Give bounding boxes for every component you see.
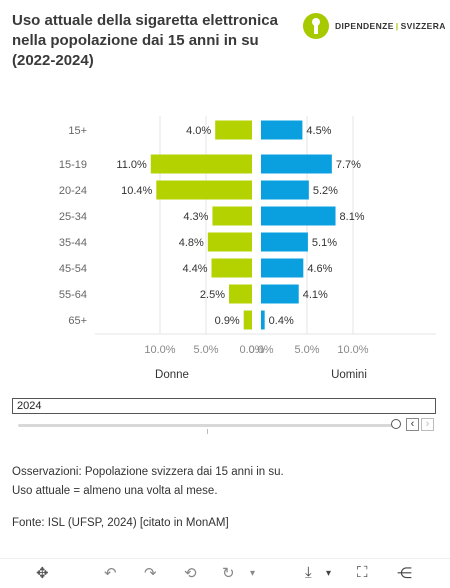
- tick-label-right: 0.0%: [248, 344, 273, 356]
- bar-donne: [243, 310, 252, 330]
- value-label-donne: 4.8%: [179, 237, 204, 249]
- tick-label-left: 10.0%: [144, 344, 175, 356]
- value-label-donne: 11.0%: [116, 159, 147, 171]
- timeline-prev-button[interactable]: ‹: [406, 418, 419, 431]
- bar-uomini: [261, 206, 336, 226]
- title-line-1: Uso attuale della sigaretta elettronica: [12, 12, 278, 29]
- category-label: 65+: [68, 315, 87, 327]
- value-label-uomini: 7.7%: [336, 159, 361, 171]
- note-line-1: Osservazioni: Popolazione svizzera dai 1…: [12, 466, 284, 478]
- bar-uomini: [261, 180, 309, 200]
- dipendenze-svizzera-logo: DIPENDENZE | SVIZZERA: [303, 11, 446, 41]
- value-label-donne: 4.4%: [182, 263, 207, 275]
- timeline-value-box: 2024: [12, 398, 436, 414]
- bar-uomini: [261, 284, 299, 304]
- bar-donne: [215, 120, 252, 140]
- bar-donne: [212, 206, 252, 226]
- tick-label-left: 0.0%: [239, 344, 264, 356]
- note-line-2: Uso attuale = almeno una volta al mese.: [12, 485, 218, 497]
- value-label-uomini: 0.4%: [269, 315, 294, 327]
- logo-mark-icon: [303, 13, 329, 39]
- value-label-donne: 4.0%: [186, 125, 211, 137]
- value-label-uomini: 4.6%: [307, 263, 332, 275]
- source-text: Fonte: ISL (UFSP, 2024) [citato in MonAM…: [12, 517, 229, 529]
- bar-uomini: [261, 232, 308, 252]
- logo-separator: |: [395, 21, 399, 31]
- value-label-uomini: 5.2%: [313, 185, 338, 197]
- category-label: 15-19: [59, 159, 87, 171]
- category-label: 45-54: [59, 263, 87, 275]
- undo-icon[interactable]: ↶: [104, 565, 117, 582]
- chart-title: Uso attuale della sigaretta elettronica …: [12, 11, 302, 71]
- download-icon[interactable]: ⤓: [305, 564, 312, 581]
- category-label: 20-24: [59, 185, 87, 197]
- timeline-slider-track[interactable]: [18, 424, 396, 427]
- category-label: 35-44: [59, 237, 87, 249]
- logo-text-right: SVIZZERA: [400, 21, 446, 31]
- value-label-donne: 0.9%: [215, 315, 240, 327]
- category-label: 55-64: [59, 289, 87, 301]
- redo-icon[interactable]: ↷: [144, 565, 157, 582]
- bar-uomini: [261, 154, 332, 174]
- bar-donne: [207, 232, 252, 252]
- timeline-slider-handle[interactable]: [391, 419, 401, 429]
- timeline-next-button[interactable]: ›: [421, 418, 434, 431]
- bar-uomini: [261, 258, 304, 278]
- value-label-uomini: 8.1%: [340, 211, 365, 223]
- step-icon[interactable]: ↻: [222, 565, 235, 582]
- bar-uomini: [261, 120, 303, 140]
- download-dropdown-icon[interactable]: ▾: [326, 568, 332, 579]
- panel-label-donne: Donne: [155, 369, 189, 381]
- share-icon[interactable]: ⋲: [397, 565, 412, 582]
- step-dropdown-icon[interactable]: ▾: [250, 568, 256, 579]
- value-label-uomini: 4.1%: [303, 289, 328, 301]
- tick-label-left: 5.0%: [193, 344, 218, 356]
- tick-label-right: 10.0%: [337, 344, 368, 356]
- butterfly-bar-chart: 15+ 4.0% 4.5% 15-19 11.0% 7.7% 20-24 10.4% 5.2% 2…: [59, 116, 436, 381]
- bar-donne: [229, 284, 252, 304]
- value-label-donne: 2.5%: [200, 289, 225, 301]
- tick-label-right: 5.0%: [294, 344, 319, 356]
- bar-uomini: [261, 310, 265, 330]
- value-label-uomini: 4.5%: [306, 125, 331, 137]
- bar-donne: [150, 154, 252, 174]
- value-label-donne: 10.4%: [121, 185, 152, 197]
- chart-toolbar: ✥ ↶ ↷ ⟲ ↻ ▾ ⤓ ▾ ⛶ ⋲: [0, 558, 450, 588]
- move-icon[interactable]: ✥: [36, 565, 49, 582]
- fullscreen-icon[interactable]: ⛶: [357, 564, 368, 581]
- value-label-uomini: 5.1%: [312, 237, 337, 249]
- panel-label-uomini: Uomini: [331, 369, 367, 381]
- bar-donne: [211, 258, 252, 278]
- title-line-2: nella popolazione dai 15 anni in su: [12, 32, 259, 49]
- value-label-donne: 4.3%: [183, 211, 208, 223]
- title-line-3: (2022-2024): [12, 52, 94, 69]
- category-label: 15+: [68, 125, 87, 137]
- timeline-tick: [207, 429, 208, 434]
- category-label: 25-34: [59, 211, 87, 223]
- reset-icon[interactable]: ⟲: [184, 565, 197, 582]
- notes: Osservazioni: Popolazione svizzera dai 1…: [12, 463, 284, 501]
- logo-text-left: DIPENDENZE: [335, 21, 394, 31]
- bar-donne: [156, 180, 252, 200]
